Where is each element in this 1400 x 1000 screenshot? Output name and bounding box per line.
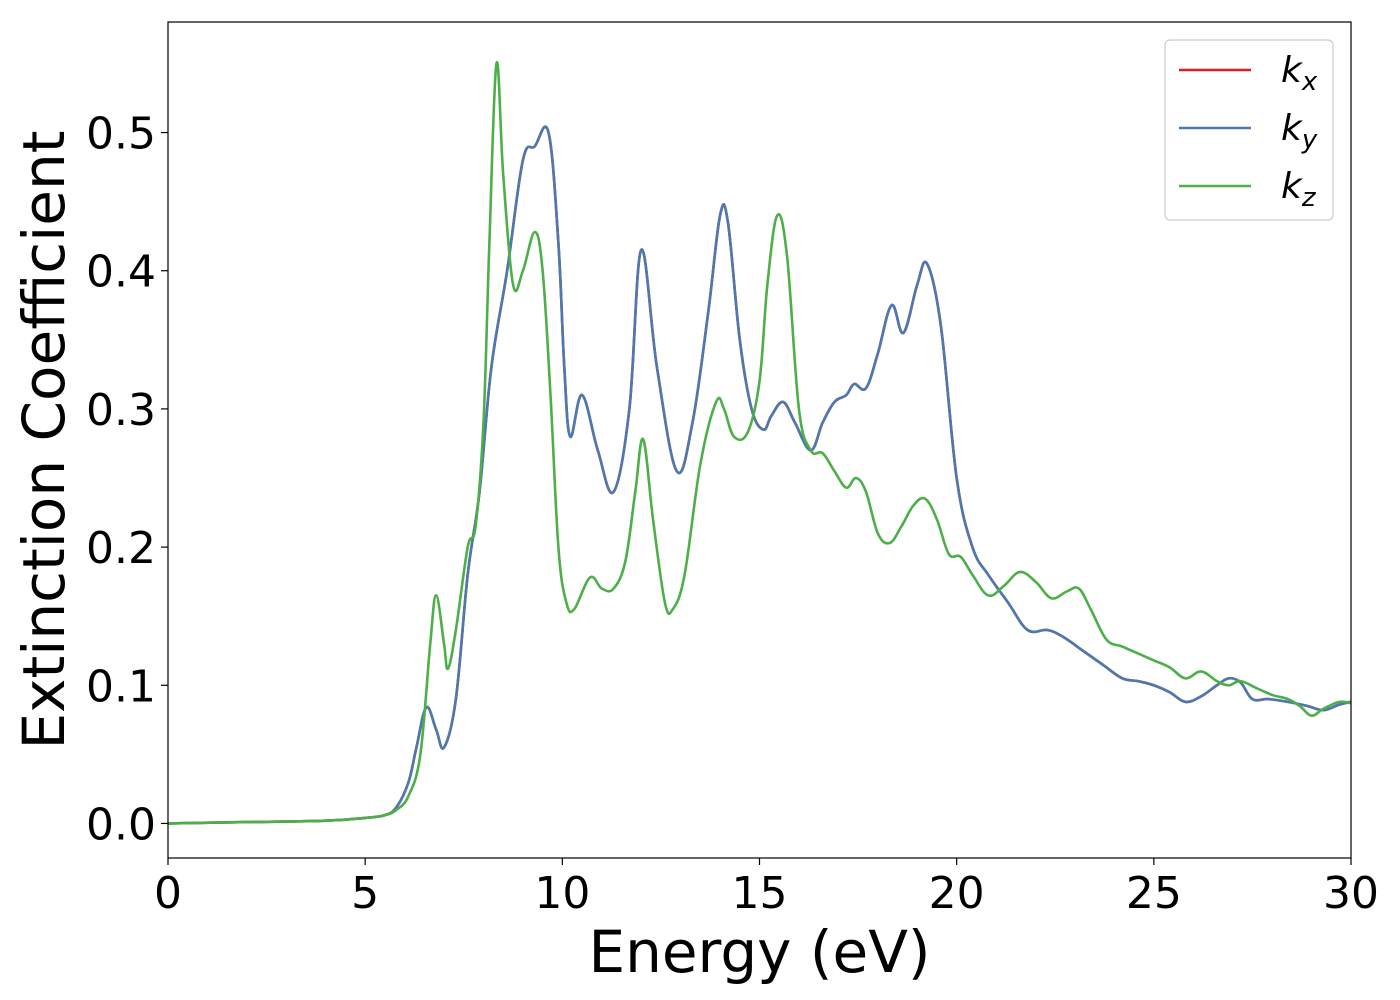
legend-label-sub: z bbox=[1301, 183, 1317, 213]
x-tick-label: 15 bbox=[732, 868, 788, 919]
x-tick-label: 5 bbox=[351, 868, 379, 919]
legend-label-main: k bbox=[1281, 50, 1304, 91]
legend-label: kz bbox=[1281, 166, 1317, 213]
legend-label-main: k bbox=[1281, 166, 1304, 207]
x-tick-label: 20 bbox=[929, 868, 985, 919]
plot-area bbox=[167, 21, 1352, 859]
legend-label-sub: y bbox=[1301, 125, 1318, 155]
legend-label: kx bbox=[1281, 50, 1318, 97]
y-tick-label: 0.3 bbox=[86, 385, 156, 436]
x-tick-label: 0 bbox=[154, 868, 182, 919]
x-tick-label: 30 bbox=[1323, 868, 1379, 919]
x-tick-label: 25 bbox=[1126, 868, 1182, 919]
x-tick-label: 10 bbox=[534, 868, 590, 919]
series-line-kz bbox=[168, 60, 1351, 825]
series-layer bbox=[168, 60, 1351, 825]
y-tick-label: 0.1 bbox=[86, 661, 156, 712]
legend-label-main: k bbox=[1281, 108, 1304, 149]
y-tick-label: 0.5 bbox=[86, 109, 156, 160]
legend-label: ky bbox=[1281, 108, 1318, 155]
y-tick-label: 0.0 bbox=[86, 799, 156, 850]
y-axis-title: Extinction Coefficient bbox=[10, 131, 78, 750]
legend-box bbox=[1164, 39, 1334, 221]
y-tick-label: 0.4 bbox=[86, 247, 156, 298]
legend-label-sub: x bbox=[1301, 67, 1318, 97]
x-axis-title: Energy (eV) bbox=[588, 918, 930, 986]
y-axis: 0.0 0.1 0.2 0.3 0.4 0.5 bbox=[86, 109, 168, 850]
y-tick-label: 0.2 bbox=[86, 523, 156, 574]
x-axis: 0 5 10 15 20 25 30 bbox=[154, 858, 1379, 919]
